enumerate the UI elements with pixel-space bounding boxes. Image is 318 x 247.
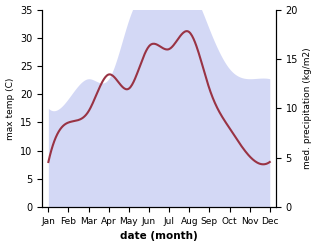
Y-axis label: med. precipitation (kg/m2): med. precipitation (kg/m2) — [303, 48, 313, 169]
Y-axis label: max temp (C): max temp (C) — [5, 77, 15, 140]
X-axis label: date (month): date (month) — [120, 231, 198, 242]
